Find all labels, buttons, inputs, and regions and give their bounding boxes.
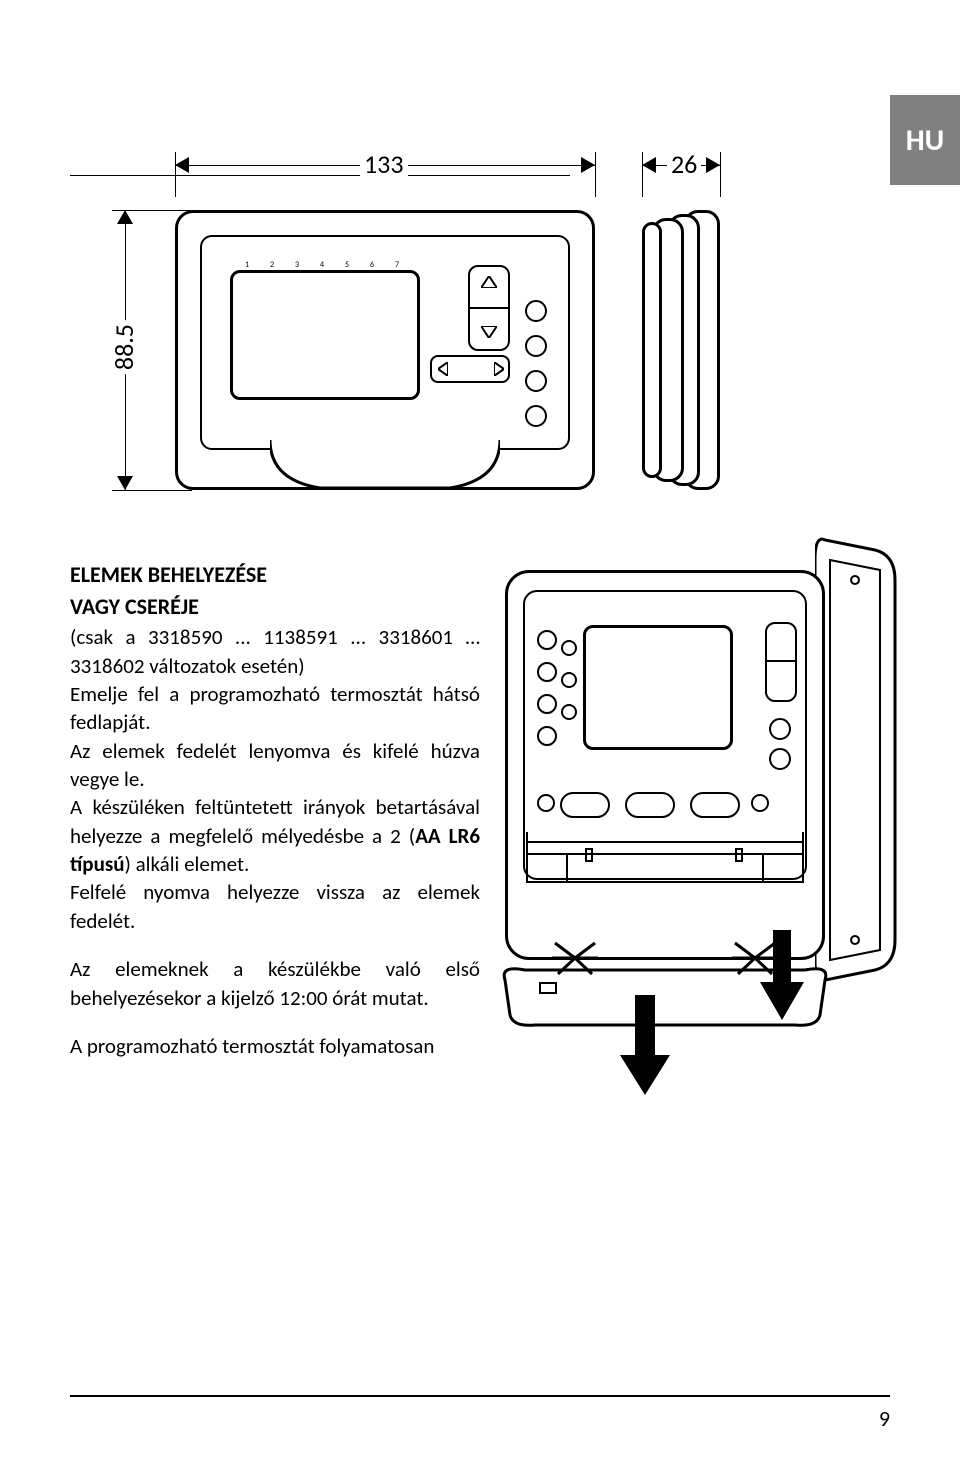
down-arrow-icon [760,930,804,1020]
arrow-right-icon [581,157,595,173]
instruction-step: Felfelé nyomva helyezze vissza az elemek… [70,878,480,935]
day-label: 5 [345,260,349,270]
dim-width-label: 133 [360,148,408,180]
rocker-divider [468,307,510,309]
thermostat-lcd [230,270,420,400]
round-button [537,630,557,650]
round-button [525,405,547,427]
instruction-note: Az elemeknek a készülékbe való első behe… [70,955,480,1012]
day-row: 1 2 3 4 5 6 7 [235,260,415,272]
section-heading: ELEMEK BEHELYEZÉSE [70,560,480,590]
arrow-left-icon [175,157,189,173]
footer-rule [70,1395,890,1397]
thermostat-chin [270,440,500,495]
section-subheading: VAGY CSERÉJE [70,592,480,622]
marker [735,848,743,862]
oval-button [690,792,740,818]
dim-height-label: 88.5 [108,320,140,374]
language-tab: HU [890,95,960,185]
divider [765,660,797,662]
round-button [525,335,547,357]
models-note: (csak a 3318590 ... 1138591 ... 3318601 … [70,623,480,680]
instruction-step: Az elemek fedelét lenyomva és kifelé húz… [70,737,480,794]
arrow-up-icon [117,210,133,224]
impact-burst-icon [550,938,600,978]
round-button [561,704,577,720]
arrow-right-icon [706,157,720,173]
dim-ext-bottom [112,490,192,491]
round-button [537,726,557,746]
page-number: 9 [879,1405,890,1432]
round-button [751,794,769,812]
oval-button [560,792,610,818]
day-label: 3 [295,260,299,270]
marker [585,848,593,862]
dimension-diagram: 133 26 88.5 1 2 3 4 5 6 7 [70,140,890,540]
chevron-up-icon [481,276,497,288]
chevron-down-icon [481,326,497,338]
rear-lcd [583,625,733,750]
day-label: 2 [270,260,274,270]
day-label: 4 [320,260,324,270]
round-button [537,662,557,682]
dim-ext-right [595,152,596,197]
arrow-down-icon [117,476,133,490]
round-button [769,718,791,740]
arrow-left-icon [642,157,656,173]
battery-install-diagram [505,560,890,1090]
round-button [561,640,577,656]
day-label: 1 [245,260,249,270]
instruction-step: A készüléken feltüntetett irányok betart… [70,793,480,878]
round-button [561,672,577,688]
instruction-step: Emelje fel a programozható termosztát há… [70,680,480,737]
dim-depth-label: 26 [667,148,701,180]
instruction-text: ELEMEK BEHELYEZÉSE VAGY CSERÉJE (csak a … [70,560,480,1060]
instruction-continuation: A programozható termosztát folyamatosan [70,1032,480,1060]
oval-button [625,792,675,818]
rear-rocker [765,622,797,702]
day-label: 6 [370,260,374,270]
down-arrow-icon [620,995,670,1095]
round-button [537,694,557,714]
chevron-left-icon [438,362,448,376]
round-button [525,370,547,392]
round-button [769,748,791,770]
chevron-right-icon [494,362,504,376]
battery-slot [517,832,813,892]
dim-ext-d-right [720,152,721,197]
back-cover-open [815,530,900,990]
round-button [537,794,555,812]
day-label: 7 [395,260,399,270]
thermostat-side-view [642,210,720,490]
round-button [525,300,547,322]
text-run: ) alkáli elemet. [124,851,249,877]
